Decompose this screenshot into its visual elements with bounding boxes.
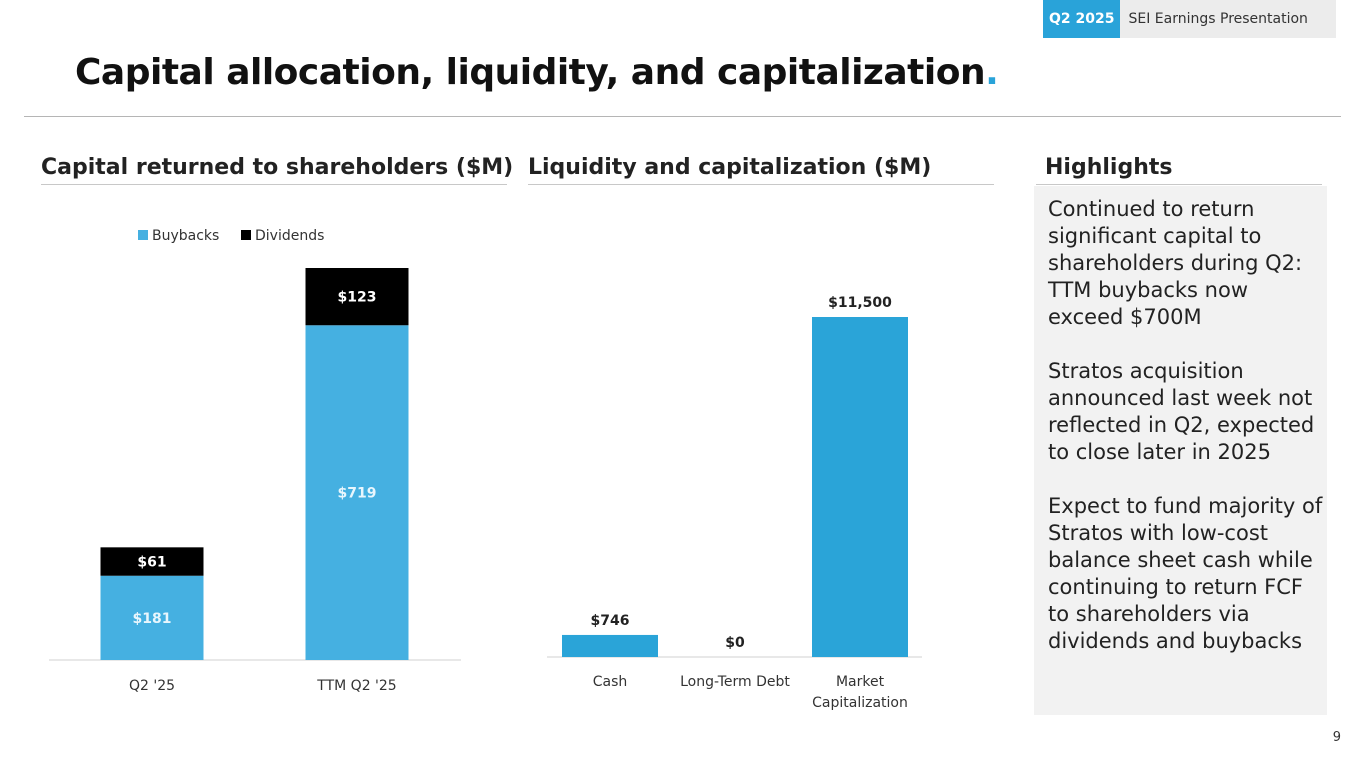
capital-chart: Buybacks Dividends $181 $61 Q2 '25 $719 $123 TT… — [40, 200, 480, 710]
x-tick-label-long-term-debt: Long-Term Debt — [680, 674, 790, 690]
liquidity-section-title: Liquidity and capitalization ($M) — [528, 155, 932, 180]
data-label-long-term-debt: $0 — [725, 635, 745, 651]
page-title-text: Capital allocation, liquidity, and capit… — [75, 52, 986, 93]
data-label-buybacks-q2-25: $181 — [133, 611, 172, 627]
liquidity-chart-svg: $746 Cash $0 Long-Term Debt $11,500 Market Cap… — [547, 295, 922, 711]
legend-label-buybacks: Buybacks — [152, 228, 219, 244]
bar-cash — [562, 634, 658, 657]
data-label-market-capitalization: $11,500 — [828, 295, 892, 311]
title-divider — [24, 116, 1341, 117]
x-tick-label-ttm-q2-25: TTM Q2 '25 — [316, 678, 396, 694]
header-badge: Q2 2025 SEI Earnings Presentation — [1043, 0, 1336, 38]
bar-buybacks-q2-25 — [100, 575, 204, 660]
capital-chart-svg: Buybacks Dividends $181 $61 Q2 '25 $719 $123 TT… — [49, 228, 461, 694]
x-tick-label-q2-25: Q2 '25 — [129, 678, 175, 694]
highlights-section-title: Highlights — [1045, 155, 1173, 180]
bar-market-capitalization — [812, 317, 908, 657]
title-dot: . — [985, 52, 999, 93]
x-tick-label-line: Market — [836, 674, 885, 690]
legend-swatch-dividends — [241, 230, 251, 240]
data-label-buybacks-ttm-q2-25: $719 — [338, 486, 377, 502]
data-label-cash: $746 — [591, 613, 630, 629]
x-tick-label-cash: Cash — [593, 674, 628, 690]
highlights-section-rule — [1036, 184, 1322, 185]
data-label-dividends-q2-25: $61 — [137, 555, 166, 571]
legend-swatch-buybacks — [138, 230, 148, 240]
page-number: 9 — [1332, 730, 1341, 745]
badge-presentation: SEI Earnings Presentation — [1120, 0, 1336, 38]
data-label-dividends-ttm-q2-25: $123 — [338, 290, 377, 306]
capital-section-rule — [41, 184, 507, 185]
liquidity-section-rule — [528, 184, 994, 185]
x-tick-label-line: Capitalization — [812, 695, 908, 711]
bar-dividends-q2-25 — [100, 547, 204, 576]
badge-quarter: Q2 2025 — [1043, 0, 1121, 38]
highlight-item: Continued to return significant capital … — [1048, 197, 1303, 329]
bar-dividends-ttm-q2-25 — [305, 268, 409, 326]
x-tick-label-market-capitalization: Market Capitalization — [812, 674, 908, 711]
page-title: Capital allocation, liquidity, and capit… — [75, 52, 999, 93]
highlight-item: Expect to fund majority of Stratos with … — [1048, 494, 1323, 653]
highlight-item: Stratos acquisition announced last week … — [1048, 359, 1315, 464]
liquidity-chart: $746 Cash $0 Long-Term Debt $11,500 Market Cap… — [530, 200, 950, 720]
highlights-text: Continued to return significant capital … — [1048, 196, 1323, 682]
highlights-panel: Continued to return significant capital … — [1034, 186, 1327, 715]
capital-section-title: Capital returned to shareholders ($M) — [41, 155, 514, 180]
legend-label-dividends: Dividends — [255, 228, 324, 244]
bar-buybacks-ttm-q2-25 — [305, 325, 409, 660]
